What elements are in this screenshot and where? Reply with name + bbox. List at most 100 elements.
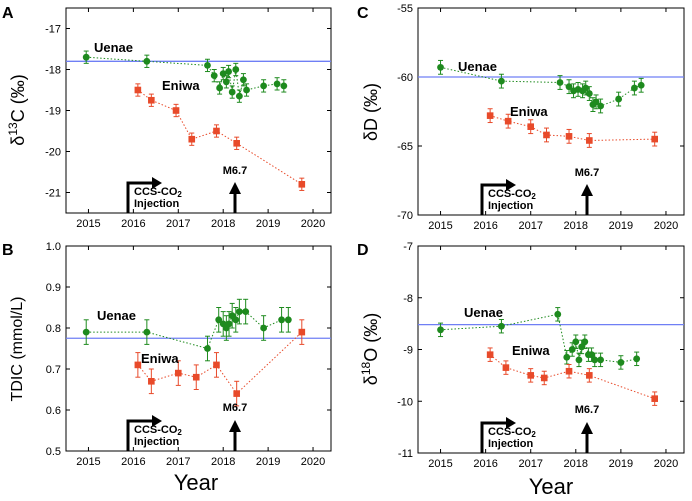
data-point-eniwa xyxy=(651,135,658,143)
x-tick-label: 2020 xyxy=(301,456,325,468)
x-tick-label: 2016 xyxy=(121,218,145,230)
data-point-uenae xyxy=(637,81,645,89)
injection-arrow: CCS-CO2 Injection xyxy=(480,417,536,453)
data-point-uenae xyxy=(437,326,444,334)
panel-label: C xyxy=(357,5,369,22)
plot-area xyxy=(417,245,685,454)
y-tick-label: 1.0 xyxy=(46,241,61,253)
injection-label-line1: CCS-CO2 xyxy=(488,426,536,439)
earthquake-arrow: M6.7 xyxy=(575,404,599,453)
y-axis-label: δ13C (‰) xyxy=(6,74,28,145)
data-point-eniwa xyxy=(172,107,180,114)
series-line-eniwa xyxy=(137,89,303,185)
data-point-uenae xyxy=(228,88,236,96)
series-label-uenae: Uenae xyxy=(94,40,133,55)
x-tick-label: 2015 xyxy=(428,220,452,232)
data-point-eniwa xyxy=(486,351,494,358)
y-tick-label: -19 xyxy=(45,106,61,118)
data-point-uenae xyxy=(216,84,224,92)
y-tick-label: -65 xyxy=(397,141,413,153)
data-point-uenae xyxy=(243,86,250,94)
injection-label-line1: CCS-CO2 xyxy=(488,188,536,201)
y-tick-label: 0.9 xyxy=(46,282,61,294)
data-point-uenae xyxy=(498,77,505,85)
series-label-eniwa: Eniwa xyxy=(510,104,548,119)
x-tick-label: 2017 xyxy=(166,456,190,468)
data-point-uenae xyxy=(232,66,240,73)
panel-a: 2015 2016 2017 2018 2019 2020-17-18-19-20-21 … xyxy=(2,5,332,230)
data-point-uenae xyxy=(631,84,638,92)
y-tick-label: -17 xyxy=(45,24,61,36)
panel-c: 2015 2016 2017 2018 2019 2020 -55 -60 -65 -70 C δ… xyxy=(357,3,685,232)
injection-label-line1: CCS-CO2 xyxy=(134,186,182,199)
y-tick-label: 0.5 xyxy=(46,446,61,458)
data-point-uenae xyxy=(284,316,292,324)
series-label-eniwa: Eniwa xyxy=(512,343,550,358)
x-tick-label: 2016 xyxy=(473,458,497,470)
x-tick-label: 2018 xyxy=(564,458,588,470)
series-label-eniwa: Eniwa xyxy=(141,351,179,366)
data-point-eniwa xyxy=(527,123,535,130)
y-tick-label: -55 xyxy=(397,3,413,15)
x-tick-label: 2016 xyxy=(121,456,145,468)
data-point-eniwa xyxy=(565,133,573,140)
data-point-uenae xyxy=(581,338,589,346)
data-point-uenae xyxy=(235,92,243,100)
data-point-uenae xyxy=(204,62,211,69)
injection-arrow: CCS-CO2 Injection xyxy=(126,415,182,451)
series-label-uenae: Uenae xyxy=(97,308,136,323)
data-point-uenae xyxy=(225,68,232,75)
data-point-uenae xyxy=(278,316,285,324)
data-point-uenae xyxy=(280,82,288,90)
panel-b: 2015 2016 2017 2018 2019 2020 1.0 0.9 0.8 0.7 0.6 0… xyxy=(2,241,332,468)
data-point-uenae xyxy=(242,308,250,315)
injection-arrow: CCS-CO2 Injection xyxy=(126,177,182,213)
data-point-uenae xyxy=(225,320,233,328)
y-tick-label: 0.8 xyxy=(46,323,61,335)
data-point-eniwa xyxy=(188,135,196,143)
x-tick-label: 2020 xyxy=(301,218,325,230)
x-tick-label: 2019 xyxy=(609,220,633,232)
x-tick-label: 2019 xyxy=(256,456,280,468)
series-label-uenae: Uenae xyxy=(458,59,497,74)
data-point-eniwa xyxy=(192,373,200,381)
data-point-uenae xyxy=(437,63,444,71)
data-point-eniwa xyxy=(543,131,550,139)
data-point-uenae xyxy=(232,316,240,324)
series-line-eniwa xyxy=(489,354,655,400)
data-point-eniwa xyxy=(586,372,593,379)
plot-area xyxy=(65,7,332,214)
earthquake-label: M6.7 xyxy=(575,167,599,179)
data-point-uenae xyxy=(617,359,625,366)
data-point-uenae xyxy=(633,355,641,363)
data-point-eniwa xyxy=(565,367,573,375)
x-tick-label: 2020 xyxy=(654,458,678,470)
panel-label: B xyxy=(2,242,14,259)
data-point-eniwa xyxy=(233,390,240,397)
data-point-uenae xyxy=(143,328,151,336)
data-point-eniwa xyxy=(586,137,593,144)
y-tick-label: -60 xyxy=(397,72,413,84)
series-line-uenae xyxy=(86,56,284,97)
data-point-eniwa xyxy=(298,181,306,188)
data-point-uenae xyxy=(260,82,268,90)
data-point-uenae xyxy=(572,338,580,346)
earthquake-label: M6.7 xyxy=(575,404,599,416)
data-point-eniwa xyxy=(502,364,510,371)
data-point-uenae xyxy=(235,308,243,315)
axes: 2015 2016 2017 2018 2019 2020 1.0 0.9 0.8 0.7 0.6 0… xyxy=(46,241,331,468)
plot-area xyxy=(65,245,332,452)
data-point-eniwa xyxy=(213,127,220,135)
data-point-eniwa xyxy=(651,395,658,402)
series-line-eniwa xyxy=(489,115,655,142)
data-point-eniwa xyxy=(540,374,548,382)
data-marks xyxy=(82,50,306,191)
data-marks xyxy=(437,59,658,148)
x-axis-label-left: Year xyxy=(174,470,218,495)
data-point-uenae xyxy=(591,356,599,364)
y-tick-label: -18 xyxy=(45,65,61,77)
data-marks xyxy=(82,298,306,407)
data-point-eniwa xyxy=(298,328,306,336)
x-tick-label: 2015 xyxy=(428,458,452,470)
